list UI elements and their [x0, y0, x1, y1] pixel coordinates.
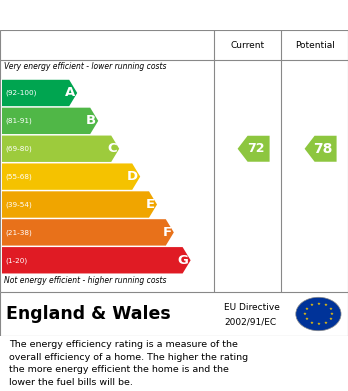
Text: (69-80): (69-80)	[5, 145, 32, 152]
Text: ★: ★	[316, 322, 321, 326]
Text: E: E	[146, 198, 155, 211]
Text: (81-91): (81-91)	[5, 118, 32, 124]
Text: ★: ★	[316, 302, 321, 306]
Polygon shape	[2, 108, 98, 134]
Polygon shape	[2, 247, 191, 273]
Text: ★: ★	[310, 321, 314, 325]
Text: C: C	[108, 142, 117, 155]
Text: ★: ★	[310, 303, 314, 307]
Text: Potential: Potential	[295, 41, 334, 50]
Text: ★: ★	[330, 312, 334, 316]
Text: (55-68): (55-68)	[5, 173, 32, 180]
Text: ★: ★	[328, 307, 332, 311]
Text: D: D	[127, 170, 138, 183]
Text: ★: ★	[323, 321, 327, 325]
Text: Not energy efficient - higher running costs: Not energy efficient - higher running co…	[4, 276, 166, 285]
Text: EU Directive: EU Directive	[224, 303, 280, 312]
Text: (1-20): (1-20)	[5, 257, 27, 264]
Polygon shape	[304, 136, 337, 162]
Text: Very energy efficient - lower running costs: Very energy efficient - lower running co…	[4, 62, 166, 71]
Text: The energy efficiency rating is a measure of the
overall efficiency of a home. T: The energy efficiency rating is a measur…	[9, 341, 248, 387]
Text: 2002/91/EC: 2002/91/EC	[224, 317, 277, 326]
Text: ★: ★	[328, 317, 332, 321]
Text: Energy Efficiency Rating: Energy Efficiency Rating	[9, 8, 211, 23]
Ellipse shape	[296, 297, 341, 331]
Text: ★: ★	[323, 303, 327, 307]
Text: B: B	[86, 114, 96, 127]
Text: ★: ★	[305, 317, 309, 321]
Polygon shape	[2, 80, 77, 106]
Text: Current: Current	[230, 41, 265, 50]
Text: ★: ★	[305, 307, 309, 311]
Text: (39-54): (39-54)	[5, 201, 32, 208]
Polygon shape	[238, 136, 270, 162]
Text: (21-38): (21-38)	[5, 229, 32, 236]
Polygon shape	[2, 163, 140, 190]
Text: ★: ★	[303, 312, 307, 316]
Polygon shape	[2, 191, 157, 218]
Polygon shape	[2, 219, 174, 246]
Polygon shape	[2, 136, 119, 162]
Text: 72: 72	[247, 142, 264, 155]
Text: (92-100): (92-100)	[5, 90, 37, 96]
Text: 78: 78	[313, 142, 332, 156]
Text: England & Wales: England & Wales	[6, 305, 171, 323]
Text: G: G	[178, 254, 189, 267]
Text: F: F	[163, 226, 172, 239]
Text: A: A	[65, 86, 75, 99]
